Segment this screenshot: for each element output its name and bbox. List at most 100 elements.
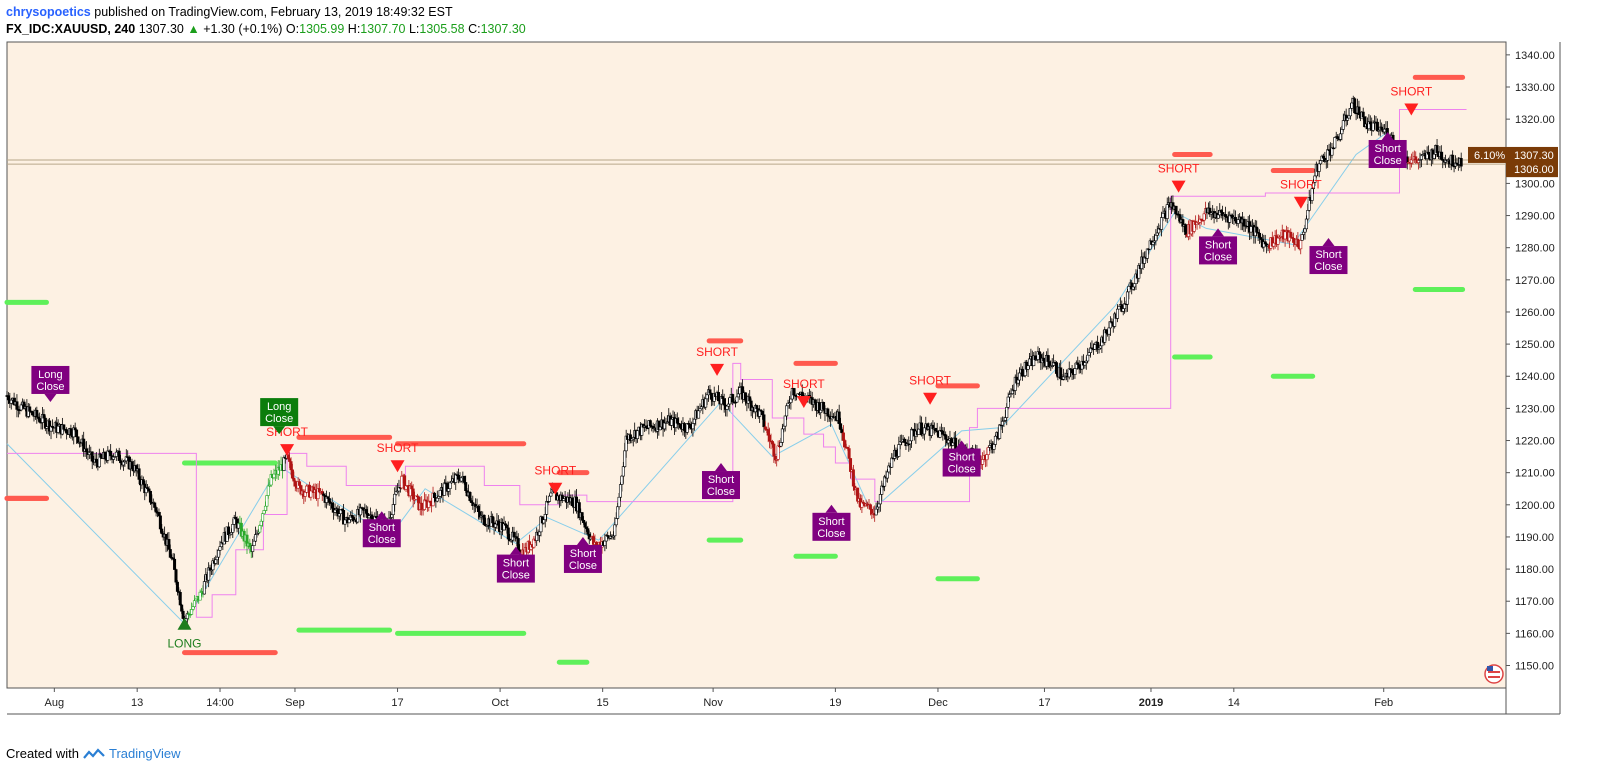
candle-body — [1219, 210, 1223, 213]
candle-body — [259, 520, 263, 526]
candle-body — [482, 514, 486, 525]
candle-body — [76, 436, 80, 443]
candle-body — [1116, 308, 1120, 319]
candle-body — [917, 428, 921, 435]
candle-body — [1020, 368, 1024, 377]
short-arrow-icon — [1404, 103, 1419, 116]
candle-body — [62, 424, 66, 430]
short-arrow-icon — [710, 363, 725, 376]
candle-body — [851, 469, 855, 487]
candle-body — [770, 441, 774, 445]
candle-body — [618, 484, 622, 498]
candle-body — [1414, 156, 1418, 160]
time-tick-label: 14 — [1228, 697, 1240, 709]
candle-body — [85, 448, 89, 453]
short-close-text: Short — [570, 548, 596, 560]
short-arrow-icon — [796, 395, 811, 408]
candle-body — [167, 539, 171, 550]
candle-body — [885, 471, 889, 479]
flag-icon — [1484, 664, 1504, 684]
candle-body — [763, 426, 767, 430]
candle-body — [785, 405, 789, 417]
short-close-text: Close — [817, 528, 845, 540]
candle-body — [1093, 344, 1097, 350]
candle-body — [691, 423, 695, 430]
plot-background — [7, 42, 1506, 688]
candle-body — [1037, 351, 1041, 355]
candle-body — [1292, 238, 1296, 243]
percent-tag-text: 6.10% — [1474, 150, 1505, 162]
short-close-text: Close — [368, 534, 396, 546]
candle-body — [178, 592, 182, 606]
author-link[interactable]: chrysopoetics — [6, 5, 91, 19]
close-label: C: — [468, 22, 481, 36]
last-price: 1307.30 — [138, 22, 184, 36]
candle-body — [231, 524, 235, 533]
candle-body — [438, 489, 442, 497]
candle-body — [908, 440, 912, 445]
short-label: SHORT — [534, 464, 576, 478]
candle-body — [1000, 420, 1004, 426]
price-tick-label: 1240.00 — [1515, 371, 1555, 383]
short-close-box — [496, 554, 535, 583]
candle-body — [1439, 151, 1443, 160]
candle-body — [1380, 126, 1384, 130]
pointer-icon — [273, 426, 286, 435]
candle-body — [190, 609, 194, 615]
candle-body — [685, 423, 689, 433]
high-value: 1307.70 — [360, 22, 406, 36]
short-close-box — [362, 519, 401, 548]
candle-body — [910, 428, 914, 442]
candle-body — [42, 414, 46, 419]
candle-body — [614, 518, 618, 526]
candle-body — [175, 581, 179, 592]
candle-body — [65, 429, 69, 434]
short-close-text: Short — [948, 452, 974, 464]
chart-header: chrysopoetics published on TradingView.c… — [6, 4, 526, 38]
price-tag-box — [1506, 146, 1558, 163]
price-tag-text: 1307.30 — [1514, 150, 1554, 162]
candle-body — [337, 513, 341, 517]
short-label: SHORT — [909, 374, 951, 388]
price-tag: 1307.30 6.10% — [1468, 146, 1558, 163]
candle-body — [708, 389, 712, 394]
short-signal: SHORT — [534, 464, 577, 495]
candle-body — [496, 520, 500, 526]
long-signal: LONG — [168, 617, 202, 651]
candle-body — [1255, 226, 1259, 233]
candle-body — [543, 514, 547, 521]
candle-body — [603, 540, 607, 546]
candle-body — [94, 458, 98, 463]
tradingview-brand[interactable]: TradingView — [108, 746, 181, 761]
candle-body — [1077, 364, 1081, 369]
candle-body — [1333, 137, 1337, 149]
candle-body — [743, 392, 747, 401]
candle-body — [1319, 160, 1323, 165]
long-label: LONG — [168, 637, 202, 651]
candle-body — [106, 450, 110, 461]
candle-body — [464, 482, 468, 491]
candle-body — [420, 502, 424, 510]
short-signal: SHORT — [696, 345, 739, 376]
candle-body — [192, 600, 196, 607]
short-label: SHORT — [266, 425, 308, 439]
price-tick-label: 1290.00 — [1515, 211, 1555, 223]
candle-body — [783, 415, 787, 427]
candle-body — [447, 488, 451, 492]
candle-body — [951, 442, 955, 446]
short-arrow-icon — [280, 444, 295, 457]
price-tag: 1306.00 — [1506, 161, 1558, 178]
price-tick-label: 1270.00 — [1515, 275, 1555, 287]
time-tick-label: Oct — [492, 697, 509, 709]
candle-body — [1272, 242, 1276, 247]
short-arrow-icon — [548, 482, 563, 495]
symbol-label[interactable]: FX_IDC:XAUUSD, 240 — [6, 22, 136, 36]
short-signal: SHORT — [1280, 178, 1322, 209]
candle-body — [709, 392, 713, 400]
tradingview-logo-icon — [83, 747, 105, 759]
candle-body — [1303, 228, 1307, 233]
candle-body — [1154, 234, 1158, 242]
candle-body — [157, 512, 161, 517]
